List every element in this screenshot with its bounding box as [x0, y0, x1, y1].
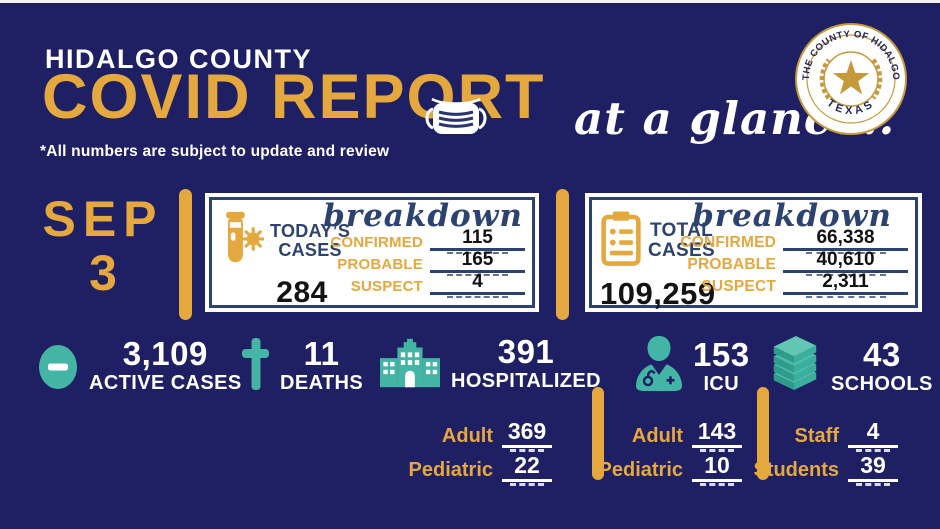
breakdown-block: breakdown CONFIRMED 115 PROBABLE 165 SUS… [321, 201, 525, 298]
deaths-label: DEATHS [280, 371, 364, 394]
substat-value: 39 [848, 454, 898, 486]
icu-stat: 153 ICU [636, 335, 750, 396]
substat-label: Students [753, 459, 839, 481]
hospitalized-label: HOSPITALIZED [451, 369, 601, 392]
disclaimer-text: *All numbers are subject to update and r… [40, 143, 390, 160]
deaths-stat: 11 DEATHS [242, 335, 364, 395]
date-day: 3 [89, 245, 117, 301]
breakdown-row: PROBABLE 40,610 [676, 250, 908, 276]
cross-icon [242, 337, 269, 395]
substat-row: Pediatric 22 [409, 454, 552, 486]
todays-cases-total: 284 [276, 276, 328, 309]
clipboard-icon [600, 210, 642, 271]
substat-value: 10 [692, 454, 742, 486]
breakdown-row: CONFIRMED 66,338 [676, 228, 908, 254]
schools-value: 43 [862, 336, 901, 374]
test-tube-icon [220, 210, 266, 271]
breakdown-label: SUSPECT [701, 277, 776, 295]
breakdown-block: breakdown CONFIRMED 66,338 PROBABLE 40,6… [676, 201, 908, 298]
icu-substats: Adult 143 Pediatric 10 [596, 420, 742, 488]
breakdown-label: SUSPECT [350, 277, 423, 295]
hospitalized-stat: 391 HOSPITALIZED [380, 333, 601, 393]
substat-row: Adult 143 [596, 420, 742, 452]
breakdown-label: CONFIRMED [330, 233, 423, 251]
card-label: TOTAL CASES [648, 219, 715, 261]
breakdown-value: 66,338 [783, 228, 908, 254]
todays-cases-card: TODAY’S CASES 284 breakdown CONFIRMED 11… [209, 197, 535, 309]
icu-label: ICU [703, 373, 740, 395]
breakdown-title: breakdown [692, 198, 892, 234]
active-cases-stat: 3,109 ACTIVE CASES [38, 335, 242, 395]
divider-bar [757, 387, 769, 480]
breakdown-value: 4 [430, 272, 525, 298]
divider-bar [556, 189, 569, 320]
schools-stat: 43 SCHOOLS [768, 335, 933, 396]
date-month: SEP [42, 191, 164, 247]
minus-circle-icon [38, 344, 78, 395]
substat-row: Students 39 [753, 454, 898, 486]
substat-label: Pediatric [598, 459, 683, 481]
total-cases-card: TOTAL CASES 109,259 breakdown CONFIRMED … [589, 197, 918, 311]
county-seal-icon: THE COUNTY OF HIDALGO TEXAS [794, 22, 908, 136]
hospital-icon [380, 338, 440, 393]
breakdown-label: PROBABLE [337, 255, 423, 273]
breakdown-row: SUSPECT 4 [321, 272, 525, 298]
books-icon [768, 335, 820, 396]
substat-value: 22 [502, 454, 552, 486]
total-cases-total: 109,259 [600, 276, 716, 311]
hospitalized-substats: Adult 369 Pediatric 22 [409, 420, 552, 488]
hospitalized-value: 391 [497, 333, 555, 370]
card-label-line2: CASES [278, 239, 342, 260]
substat-row: Adult 369 [414, 420, 552, 452]
breakdown-label: PROBABLE [687, 255, 776, 273]
breakdown-label: CONFIRMED [680, 233, 776, 251]
substat-value: 4 [848, 420, 898, 452]
schools-substats: Staff 4 Students 39 [753, 420, 898, 488]
substat-label: Staff [794, 425, 839, 447]
card-label: TODAY’S CASES [270, 220, 351, 260]
card-label-line2: CASES [648, 239, 715, 261]
card-label-line1: TODAY’S [270, 220, 351, 241]
active-cases-value: 3,109 [122, 335, 208, 372]
substat-row: Pediatric 10 [596, 454, 742, 486]
divider-bar [592, 387, 604, 480]
substat-label: Pediatric [408, 459, 493, 481]
card-label-line1: TOTAL [649, 219, 714, 241]
breakdown-value: 165 [430, 250, 525, 276]
breakdown-row: CONFIRMED 115 [321, 228, 525, 254]
substat-row: Staff 4 [772, 420, 898, 452]
doctor-icon [636, 335, 682, 396]
breakdown-row: PROBABLE 165 [321, 250, 525, 276]
icu-value: 153 [693, 336, 750, 374]
breakdown-title: breakdown [323, 198, 523, 234]
divider-bar [179, 189, 192, 320]
schools-label: SCHOOLS [831, 373, 933, 395]
substat-value: 369 [502, 420, 552, 452]
report-date: SEP 3 [28, 192, 178, 300]
deaths-value: 11 [303, 335, 340, 372]
substat-label: Adult [631, 425, 683, 447]
top-border-line [0, 0, 940, 3]
substat-value: 143 [692, 420, 742, 452]
breakdown-value: 2,311 [783, 272, 908, 298]
face-mask-icon [424, 95, 488, 143]
substat-label: Adult [441, 425, 493, 447]
active-cases-label: ACTIVE CASES [89, 371, 242, 394]
breakdown-row: SUSPECT 2,311 [676, 272, 908, 298]
breakdown-value: 40,610 [783, 250, 908, 276]
breakdown-value: 115 [430, 228, 525, 254]
county-name: HIDALGO COUNTY [45, 44, 312, 74]
